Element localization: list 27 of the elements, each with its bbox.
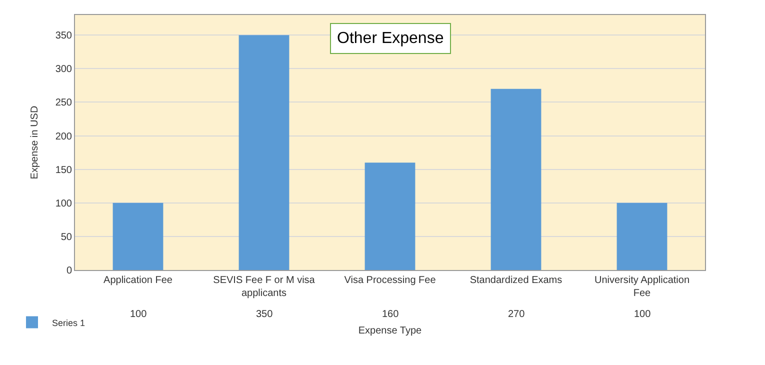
y-tick-label: 350 — [55, 30, 72, 42]
x-tick-label: Visa Processing Fee — [344, 275, 436, 286]
y-tick-label: 200 — [55, 131, 72, 142]
x-tick-label: University Application Fee — [594, 275, 690, 299]
bar — [616, 202, 668, 270]
y-tick-label: 100 — [55, 198, 72, 210]
legend-label: Series 1 — [52, 318, 86, 328]
data-label: 100 — [634, 309, 652, 320]
data-label: 160 — [382, 309, 400, 320]
y-tick-label: 150 — [55, 164, 72, 176]
bar — [490, 88, 542, 270]
bar — [364, 162, 416, 270]
y-tick-label: 50 — [60, 232, 72, 243]
data-label: 350 — [256, 309, 274, 320]
bar — [112, 202, 164, 270]
x-tick-label: SEVIS Fee F or M visa applicants — [213, 275, 316, 299]
text: Other Expense — [337, 30, 444, 47]
y-tick-label: 250 — [55, 98, 72, 109]
data-label: 270 — [508, 309, 526, 320]
bar — [238, 35, 290, 270]
x-tick-label: Standardized Exams — [470, 275, 562, 286]
y-tick-label: 300 — [55, 64, 72, 76]
y-tick-label: 0 — [66, 266, 72, 276]
x-tick-label: Application Fee — [104, 275, 173, 286]
y-axis-title: Expense in USD — [29, 106, 40, 180]
x-axis-title: Expense Type — [358, 326, 422, 336]
data-label: 100 — [130, 309, 148, 320]
